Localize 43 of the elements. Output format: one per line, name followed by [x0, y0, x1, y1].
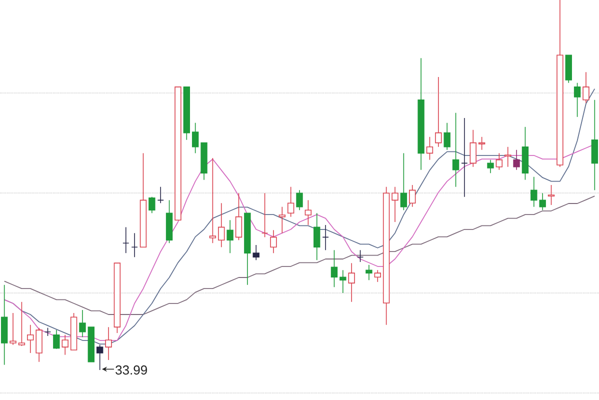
candlestick	[226, 220, 234, 254]
candlestick	[131, 232, 138, 258]
candlestick	[105, 326, 112, 360]
candlestick	[340, 270, 346, 294]
candlestick	[556, 0, 564, 168]
candlestick	[296, 190, 303, 211]
candlestick	[348, 262, 355, 302]
candlestick	[304, 200, 312, 226]
candlestick	[27, 324, 34, 354]
candlestick	[539, 192, 546, 211]
candlestick	[366, 264, 372, 280]
candlestick	[270, 230, 277, 254]
candlestick	[461, 118, 468, 198]
candlestick	[435, 76, 442, 148]
candlestick	[278, 206, 286, 234]
candlestick	[582, 72, 590, 104]
candlestick	[591, 100, 598, 191]
candlestick	[62, 334, 68, 356]
candlestick	[374, 270, 381, 282]
candlestick	[392, 186, 398, 222]
candlestick	[530, 176, 538, 208]
candlestick	[218, 202, 225, 248]
candlestick	[487, 159, 494, 174]
candlestick	[79, 310, 86, 338]
candlestick	[504, 146, 512, 168]
candlestick	[122, 226, 130, 254]
candlestick	[452, 112, 460, 188]
candlestick	[330, 250, 338, 288]
candlestick	[0, 284, 8, 366]
candlestick	[36, 327, 42, 362]
candlestick	[314, 212, 320, 261]
candlestick	[157, 186, 164, 204]
candlestick	[252, 244, 260, 261]
candlestick	[53, 330, 60, 349]
candlestick	[148, 196, 156, 214]
candlestick	[10, 312, 16, 346]
candlestick	[418, 58, 424, 170]
candlestick	[409, 184, 416, 208]
candlestick	[470, 129, 476, 168]
candlestick	[322, 224, 329, 251]
candlestick	[444, 122, 450, 150]
annotation: 33.99	[116, 365, 147, 375]
candlestick	[513, 149, 520, 170]
